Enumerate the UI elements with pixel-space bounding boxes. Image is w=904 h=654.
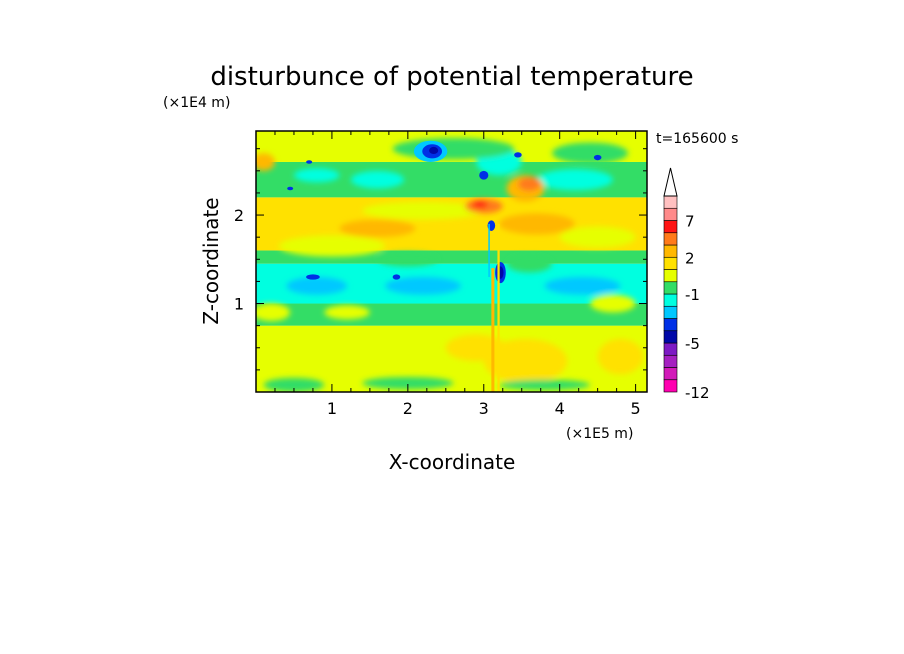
time-label: t=165600 s	[656, 131, 738, 147]
field-patch	[263, 377, 325, 392]
colorbar-segment	[663, 342, 678, 356]
colorbar-segment	[663, 281, 678, 295]
field-patch	[377, 252, 439, 267]
field-patch	[286, 276, 348, 295]
field-patch	[350, 170, 405, 189]
field-patch	[597, 338, 644, 375]
field-patch	[517, 177, 541, 192]
y-unit-label: (×1E4 m)	[163, 95, 230, 111]
field-patch	[498, 379, 591, 391]
colorbar-segment	[663, 305, 678, 319]
anomaly-patch	[429, 146, 439, 155]
field-patch	[445, 334, 507, 362]
chart-title: disturbunce of potential temperature	[210, 62, 693, 92]
field-patch	[278, 235, 386, 257]
colorbar-segment	[663, 195, 678, 209]
colorbar-segment	[663, 379, 678, 393]
x-tick-label: 3	[479, 399, 489, 418]
colorbar-tick-label: -5	[685, 335, 700, 353]
colorbar-segment	[663, 220, 678, 234]
x-tick-label: 5	[631, 399, 641, 418]
x-axis-label: X-coordinate	[389, 450, 516, 474]
field-patch	[362, 376, 454, 390]
field-patch	[324, 305, 370, 320]
colorbar-tick-label: -1	[685, 286, 700, 304]
y-axis-label: Z-coordinate	[199, 197, 223, 324]
field-layer	[256, 131, 647, 392]
x-unit-label: (×1E5 m)	[566, 426, 633, 442]
anomaly-patch	[479, 170, 489, 180]
field-patch	[362, 201, 484, 220]
field-patch	[590, 294, 636, 313]
field-band	[256, 325, 647, 392]
field-patch	[506, 254, 553, 273]
anomaly-patch	[306, 274, 320, 280]
y-axis: 12	[234, 148, 647, 393]
field-patch	[498, 213, 575, 235]
field-patch	[392, 138, 515, 160]
colorbar-segment	[663, 269, 678, 283]
colorbar-segment	[663, 207, 678, 221]
field-patch	[256, 153, 275, 171]
anomaly-patch	[306, 160, 313, 164]
field-patch	[293, 168, 340, 183]
streak	[491, 268, 495, 392]
anomaly-patch	[593, 154, 602, 161]
field-patch	[385, 276, 461, 295]
x-tick-label: 1	[327, 399, 337, 418]
colorbar-segment	[663, 367, 678, 381]
colorbar-segment	[663, 354, 678, 368]
field-patch	[256, 303, 291, 322]
colorbar-tick-label: -12	[685, 384, 710, 402]
streak	[488, 223, 490, 277]
field-patch	[472, 200, 488, 208]
field-patch	[339, 219, 416, 238]
field-band	[256, 303, 647, 326]
field-patch	[559, 226, 636, 248]
colorbar-segment	[663, 256, 678, 270]
colorbar-segment	[663, 330, 678, 344]
x-tick-label: 4	[555, 399, 565, 418]
colorbar-segment	[663, 293, 678, 307]
anomaly-patch	[392, 274, 401, 280]
x-tick-label: 2	[403, 399, 413, 418]
colorbar-segment	[663, 318, 678, 332]
colorbar-extend-arrow	[663, 167, 678, 197]
anomaly-patch	[514, 152, 522, 158]
field-patch	[544, 276, 621, 295]
colorbar: -12-5-127	[663, 167, 710, 402]
colorbar-segment	[663, 244, 678, 258]
colorbar-segment	[663, 232, 678, 246]
y-tick-label: 1	[234, 295, 244, 314]
contour-blobs	[256, 138, 644, 392]
colorbar-tick-label: 2	[685, 249, 695, 267]
field-patch	[552, 142, 629, 164]
x-axis: 1 2 3 4 5	[255, 131, 641, 418]
colorbar-tick-label: 7	[685, 213, 695, 231]
field-patch	[536, 169, 613, 191]
streak	[497, 223, 500, 392]
plot-frame	[255, 130, 648, 393]
y-tick-label: 2	[234, 206, 244, 225]
anomaly-patch	[287, 186, 294, 191]
